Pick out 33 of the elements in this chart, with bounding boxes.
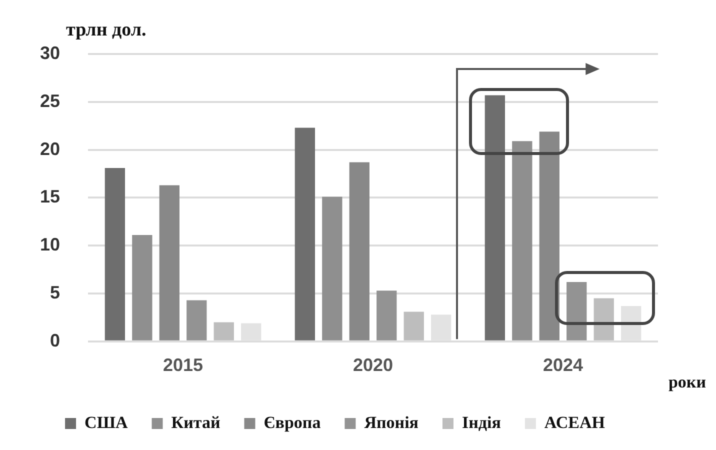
x-tick-label: 2020 [352,355,394,376]
y-tick-label: 0 [50,330,60,350]
x-tick-label: 2024 [542,355,584,376]
y-tick-label: 20 [40,138,60,159]
y-tick-label: 15 [40,186,60,207]
legend-label: Китай [171,412,220,432]
bar [539,132,560,340]
bar [132,235,152,340]
x-axis-title: роки [668,372,706,392]
y-tick-label: 10 [40,234,60,255]
bar [484,95,505,340]
bar [349,162,370,340]
legend-label: Японія [364,412,418,432]
y-tick-label: 5 [50,282,60,302]
bar [214,322,234,340]
bar [566,282,587,340]
legend-label: Європа [264,412,322,432]
legend-label: АСЕАН [544,412,605,432]
y-tick-label: 25 [40,90,60,111]
bar [159,185,180,340]
y-tick-label: 30 [40,42,60,63]
bar [322,196,342,340]
legend-label: Індія [462,412,501,432]
bar [512,141,532,340]
y-axis-title: трлн дол. [66,19,146,40]
x-tick-label: 2015 [162,355,204,376]
bar [186,300,207,340]
bar [104,168,126,340]
bar [594,298,614,340]
bar [294,128,316,340]
bar [404,312,424,340]
bar [376,290,397,340]
legend-label: США [84,412,128,432]
